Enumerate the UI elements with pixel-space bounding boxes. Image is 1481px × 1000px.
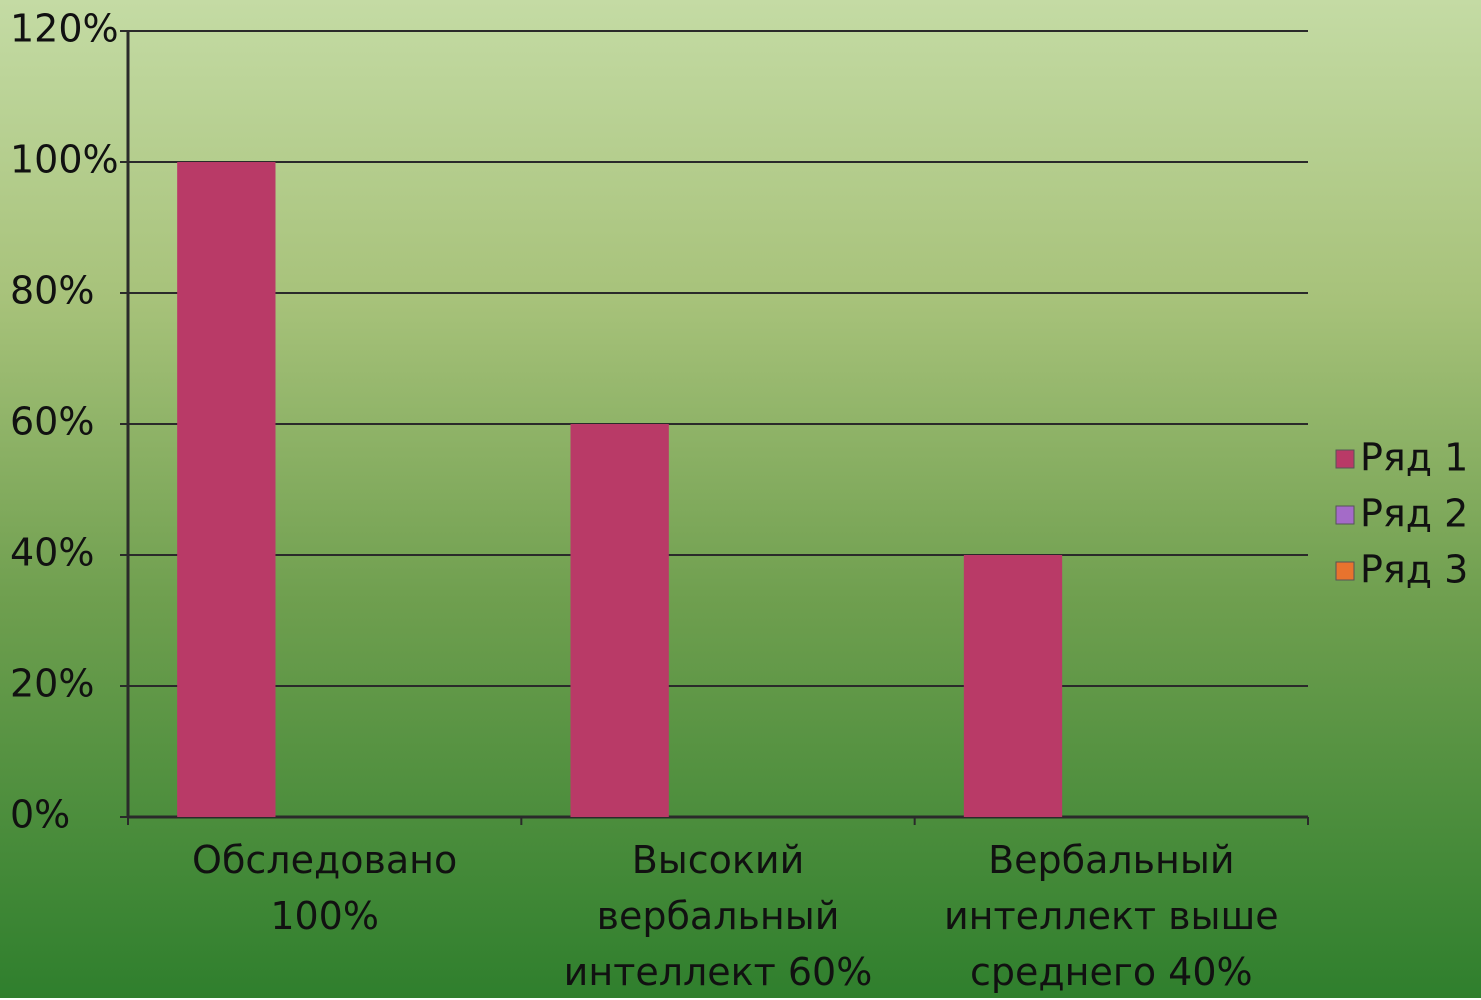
y-tick-label: 0%: [10, 793, 70, 837]
bar: [963, 555, 1063, 817]
x-tick-label: Высокий вербальный интеллект 60%: [563, 838, 873, 994]
y-tick-label: 20%: [10, 662, 94, 706]
y-tick-label: 120%: [10, 7, 119, 51]
y-tick-label: 80%: [10, 269, 94, 313]
legend-swatch: [1335, 505, 1355, 525]
legend-label: Ряд 1: [1360, 436, 1468, 480]
legend-label: Ряд 2: [1360, 492, 1468, 536]
y-tick-label: 60%: [10, 400, 94, 444]
bar: [570, 424, 669, 817]
y-tick-label: 100%: [10, 138, 119, 182]
legend-swatch: [1335, 449, 1355, 469]
x-tick-label: Обследовано 100%: [192, 838, 458, 938]
x-tick-label: Вербальный интеллект выше среднего 40%: [943, 838, 1279, 994]
y-tick-label: 40%: [10, 531, 94, 575]
legend-swatch: [1335, 561, 1355, 581]
bar: [177, 162, 276, 817]
legend-label: Ряд 3: [1360, 548, 1468, 592]
